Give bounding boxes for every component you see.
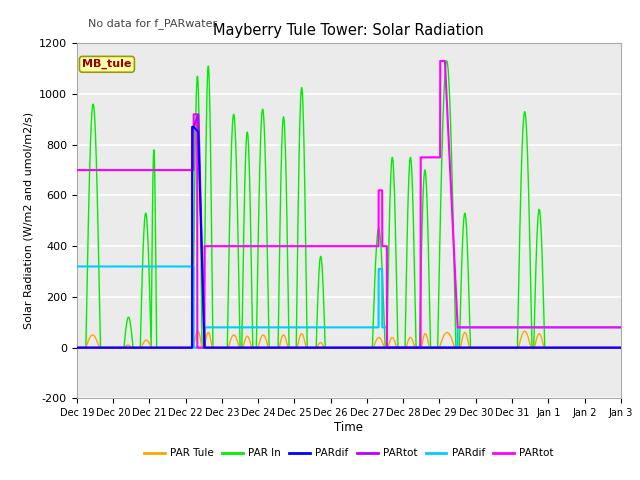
Title: Mayberry Tule Tower: Solar Radiation: Mayberry Tule Tower: Solar Radiation (213, 23, 484, 38)
Y-axis label: Solar Radiation (W/m2 and umol/m2/s): Solar Radiation (W/m2 and umol/m2/s) (24, 112, 33, 329)
Text: No data for f_PARwater: No data for f_PARwater (88, 18, 217, 29)
Legend: PAR Tule, PAR In, PARdif, PARtot, PARdif, PARtot: PAR Tule, PAR In, PARdif, PARtot, PARdif… (140, 444, 558, 462)
Text: MB_tule: MB_tule (82, 59, 132, 70)
X-axis label: Time: Time (334, 421, 364, 434)
